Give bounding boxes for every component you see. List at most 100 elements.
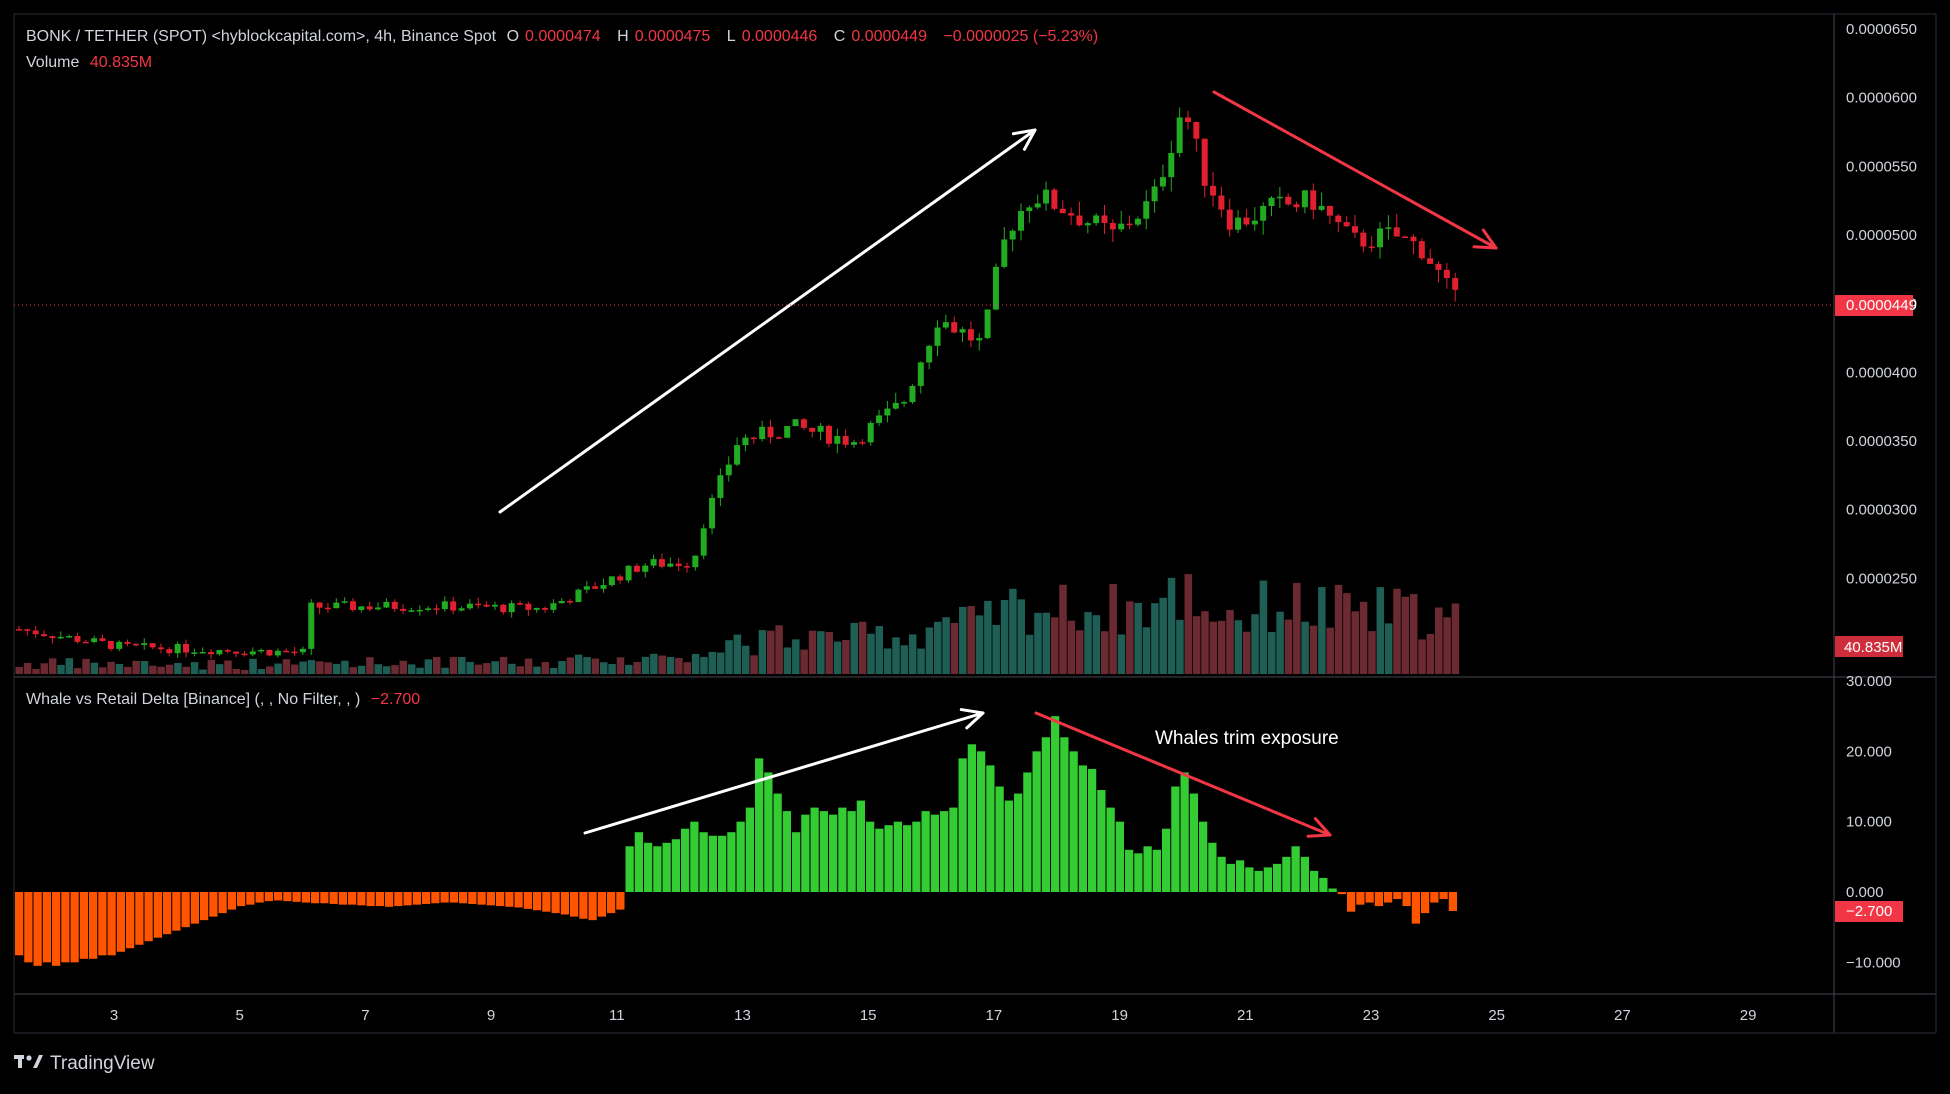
candle-body	[1193, 122, 1200, 139]
candle-body	[400, 608, 407, 611]
indicator-name: Whale vs Retail Delta [Binance] (, , No …	[26, 691, 361, 708]
delta-bar	[181, 892, 190, 928]
candle-body	[876, 415, 883, 423]
candle-body	[1043, 189, 1050, 204]
delta-bar	[505, 892, 514, 907]
volume-bar	[424, 659, 433, 674]
delta-bar	[930, 814, 939, 892]
volume-bar	[341, 660, 349, 674]
volume-bar	[266, 666, 274, 674]
volume-bar	[967, 606, 975, 674]
volume-bar	[1268, 632, 1276, 674]
volume-bar	[357, 665, 366, 674]
candle-body	[909, 385, 916, 403]
delta-bar	[107, 892, 116, 956]
volume-bar	[950, 622, 959, 674]
volume-bar	[232, 668, 241, 674]
delta-bar	[1180, 772, 1189, 892]
indicator-legend[interactable]: Whale vs Retail Delta [Binance] (, , No …	[26, 691, 426, 709]
delta-bar	[1310, 870, 1319, 892]
tradingview-watermark[interactable]: TradingView	[14, 1053, 155, 1075]
volume-bar	[1426, 633, 1435, 674]
symbol-title[interactable]: BONK / TETHER (SPOT) <hyblockcapital.com…	[26, 28, 497, 45]
volume-bar	[416, 667, 424, 674]
candle-body	[1301, 190, 1308, 208]
candle-body	[1377, 228, 1384, 248]
delta-bar	[1245, 867, 1254, 892]
delta-bar	[699, 832, 708, 892]
volume-bar	[800, 649, 808, 674]
delta-bar	[829, 814, 838, 892]
trend-arrow-down-delta-head	[1306, 817, 1332, 838]
volume-bar	[591, 658, 600, 674]
volume-bar	[1293, 582, 1301, 674]
volume-bar	[975, 615, 984, 674]
candle-body	[124, 641, 131, 644]
candle-body	[441, 601, 448, 610]
candle-body	[567, 600, 574, 603]
candle-body	[750, 437, 757, 440]
delta-bar	[1430, 892, 1439, 903]
candle-body	[617, 576, 624, 581]
candle-body	[1251, 220, 1258, 225]
candle-body	[132, 643, 139, 646]
candle-body	[917, 362, 924, 386]
delta-bar	[1254, 870, 1263, 892]
delta-tick-label: 20.000	[1846, 743, 1892, 760]
delta-bar	[301, 892, 310, 903]
volume-bar	[758, 630, 767, 674]
volume-bar	[491, 661, 499, 674]
candle-body	[350, 601, 356, 610]
volume-bar	[274, 663, 282, 674]
volume-bar	[541, 662, 550, 674]
candle-body	[458, 608, 465, 611]
candle-body	[1293, 204, 1300, 208]
candle-body	[224, 649, 231, 652]
delta-bar	[357, 892, 366, 906]
delta-bar	[366, 892, 375, 907]
volume-bar	[708, 651, 717, 674]
delta-bar	[486, 892, 495, 906]
candle-body	[299, 648, 306, 653]
trend-arrow-down-delta	[1034, 711, 1332, 837]
candle-body	[1059, 208, 1066, 214]
volume-bar	[666, 657, 675, 674]
volume-bar	[508, 663, 516, 674]
volume-bar	[1201, 611, 1209, 674]
volume-bar	[908, 634, 917, 674]
candle-body	[633, 565, 640, 572]
volume-bar	[1409, 594, 1418, 674]
delta-bar	[42, 892, 51, 963]
volume-bar	[1334, 584, 1343, 674]
drawings[interactable]	[498, 90, 1498, 838]
volume-bar	[240, 669, 249, 674]
delta-bar	[311, 892, 320, 904]
ohlc-c: C 0.0000449	[833, 28, 927, 45]
volume-bar	[1435, 607, 1443, 674]
delta-bar	[662, 842, 671, 892]
delta-bar	[1032, 751, 1041, 892]
volume-bar	[23, 662, 32, 674]
price-tick-label: 0.0000300	[1846, 502, 1917, 519]
volume-bar	[700, 656, 708, 674]
candle-body	[901, 402, 908, 404]
candle-body	[466, 603, 473, 609]
volume-legend[interactable]: Volume 40.835M	[26, 54, 158, 72]
delta-axis[interactable]: 30.000 20.000 10.000 0.000 −10.000	[1846, 673, 1901, 971]
delta-bar	[1023, 772, 1032, 892]
time-axis[interactable]: 3 5 7 9 11 13 15 17 19 21 23 25 27 29	[110, 1007, 1757, 1024]
indicator-value: −2.700	[370, 691, 421, 708]
volume-bar	[1309, 625, 1318, 674]
delta-bar	[1162, 828, 1171, 892]
candle-body	[233, 651, 240, 654]
time-tick-label: 13	[734, 1007, 751, 1024]
candle-body	[166, 649, 173, 654]
last-price-tag-text: 0.0000449	[1846, 297, 1917, 314]
tradingview-wordmark: TradingView	[50, 1053, 155, 1074]
volume-bar	[207, 659, 216, 674]
candle-body	[1243, 217, 1250, 225]
volume-bar	[633, 661, 641, 674]
annotation-whales-trim[interactable]: Whales trim exposure	[1155, 728, 1339, 749]
